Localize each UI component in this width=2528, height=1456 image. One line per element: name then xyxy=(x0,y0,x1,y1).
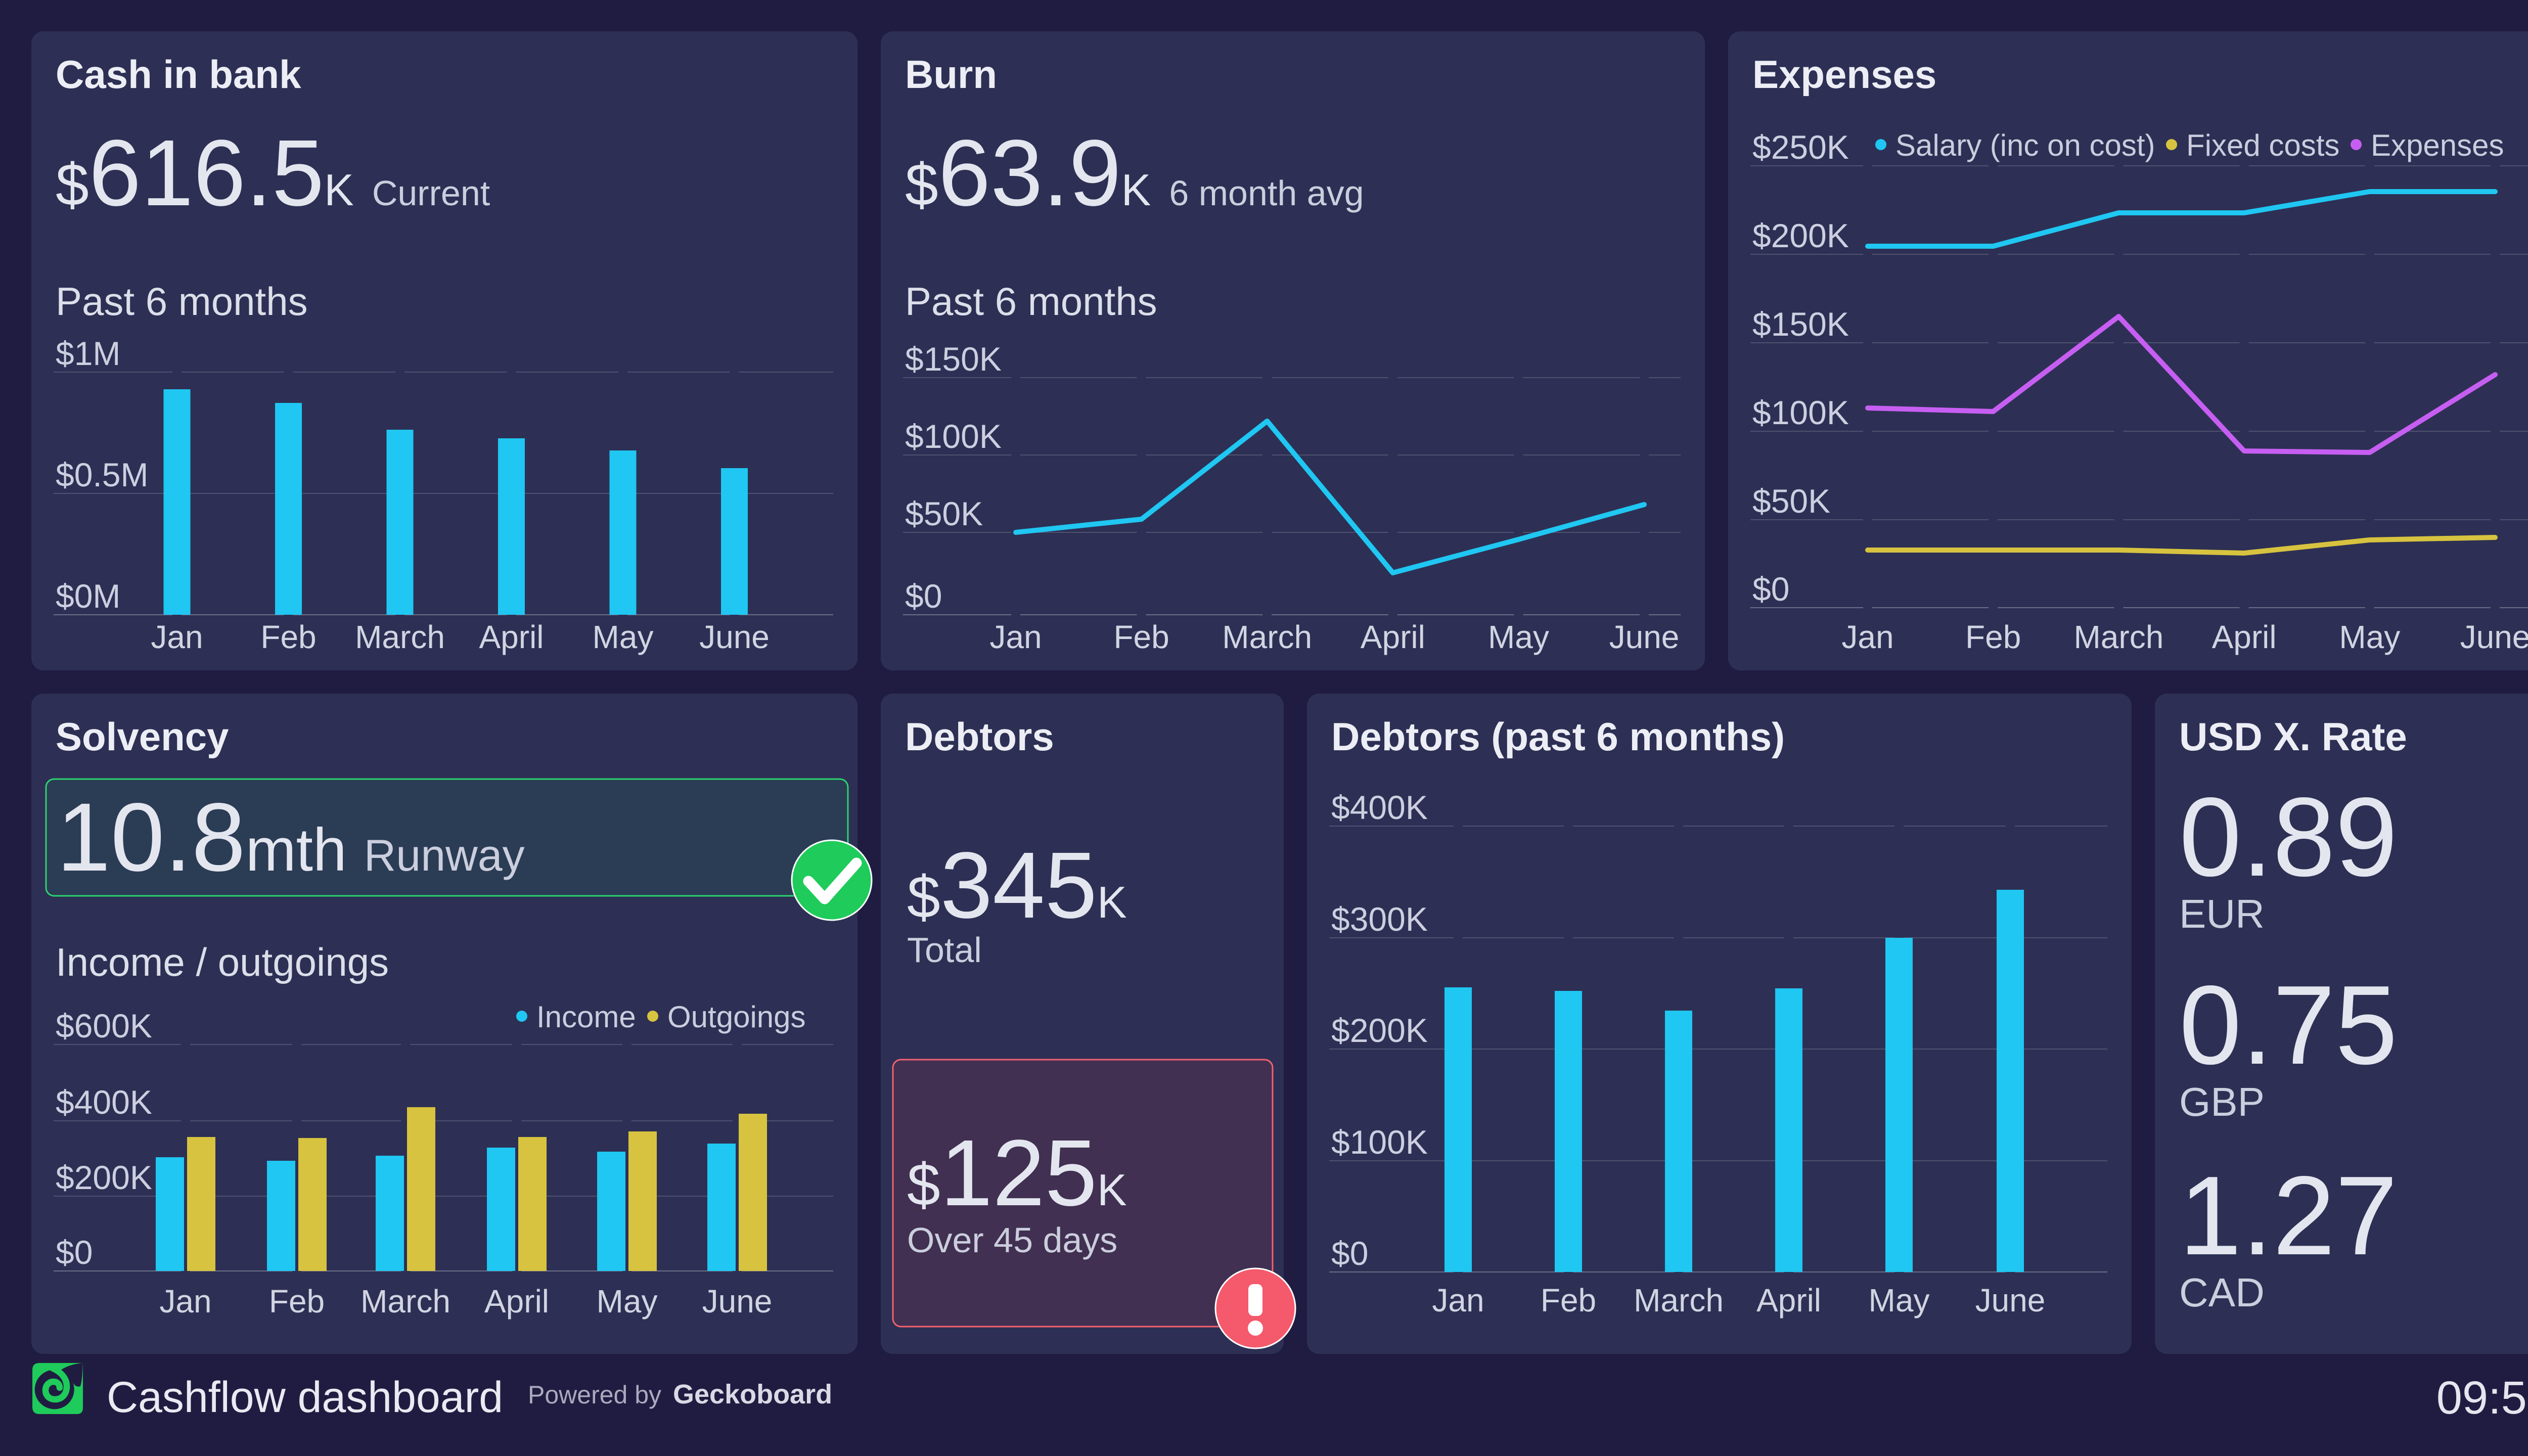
svg-text:$300K: $300K xyxy=(1331,900,1428,938)
svg-text:$200K: $200K xyxy=(56,1159,152,1196)
svg-text:EUR: EUR xyxy=(2179,891,2265,936)
svg-text:Expenses: Expenses xyxy=(2371,128,2504,162)
svg-text:March: March xyxy=(360,1283,450,1320)
svg-text:$0: $0 xyxy=(1752,570,1789,608)
svg-text:Outgoings: Outgoings xyxy=(667,1000,806,1034)
svg-text:April: April xyxy=(484,1283,549,1320)
svg-text:June: June xyxy=(699,619,770,655)
svg-text:Cash in bank: Cash in bank xyxy=(56,52,301,97)
svg-text:1.27: 1.27 xyxy=(2179,1153,2398,1279)
svg-text:Jan: Jan xyxy=(989,619,1042,655)
svg-text:March: March xyxy=(1222,619,1312,655)
svg-text:0.89: 0.89 xyxy=(2179,775,2398,900)
svg-text:April: April xyxy=(1361,619,1425,655)
svg-text:May: May xyxy=(597,1283,658,1320)
svg-text:May: May xyxy=(1869,1282,1930,1318)
svg-text:Cashflow dashboard: Cashflow dashboard xyxy=(107,1373,503,1422)
svg-text:June: June xyxy=(2460,619,2528,655)
svg-text:March: March xyxy=(355,619,445,655)
svg-text:Jan: Jan xyxy=(151,619,203,655)
svg-text:$600K: $600K xyxy=(56,1007,152,1044)
svg-text:May: May xyxy=(1488,619,1549,655)
svg-text:09:52: 09:52 xyxy=(2436,1372,2528,1424)
svg-text:May: May xyxy=(593,619,654,655)
svg-text:Income / outgoings: Income / outgoings xyxy=(56,940,389,984)
svg-text:Past 6 months: Past 6 months xyxy=(905,279,1157,324)
svg-text:Feb: Feb xyxy=(1113,619,1169,655)
svg-text:Feb: Feb xyxy=(269,1283,325,1320)
svg-text:Jan: Jan xyxy=(1432,1282,1484,1318)
svg-text:Expenses: Expenses xyxy=(1752,52,1936,97)
svg-text:Solvency: Solvency xyxy=(56,714,229,759)
svg-text:$400K: $400K xyxy=(1331,789,1428,826)
svg-text:$0: $0 xyxy=(56,1234,93,1271)
svg-text:GBP: GBP xyxy=(2179,1079,2265,1124)
svg-text:Salary (inc on cost): Salary (inc on cost) xyxy=(1895,128,2155,162)
svg-text:Fixed costs: Fixed costs xyxy=(2186,128,2339,162)
svg-text:June: June xyxy=(702,1283,773,1320)
svg-text:Debtors (past 6 months): Debtors (past 6 months) xyxy=(1331,714,1785,759)
svg-text:$150K: $150K xyxy=(1752,305,1849,343)
svg-text:April: April xyxy=(479,619,544,655)
svg-text:$250K: $250K xyxy=(1752,128,1849,166)
svg-text:$200K: $200K xyxy=(1331,1012,1428,1049)
svg-text:Jan: Jan xyxy=(1841,619,1893,655)
svg-text:March: March xyxy=(2073,619,2163,655)
svg-text:$50K: $50K xyxy=(905,495,983,532)
svg-text:Jan: Jan xyxy=(159,1283,211,1320)
svg-text:$100K: $100K xyxy=(905,418,1002,455)
svg-text:$63.9K6 month avg: $63.9K 6 month avg xyxy=(905,121,1364,225)
svg-text:June: June xyxy=(1975,1282,2046,1318)
svg-text:Feb: Feb xyxy=(1541,1282,1596,1318)
svg-text:$50K: $50K xyxy=(1752,482,1830,520)
svg-text:Debtors: Debtors xyxy=(905,714,1054,759)
svg-text:June: June xyxy=(1609,619,1680,655)
svg-text:$125K: $125K xyxy=(907,1121,1127,1225)
svg-text:$0M: $0M xyxy=(56,577,120,615)
svg-text:CAD: CAD xyxy=(2179,1270,2265,1315)
svg-text:Income: Income xyxy=(536,1000,636,1034)
svg-text:May: May xyxy=(2339,619,2400,655)
svg-text:0.75: 0.75 xyxy=(2179,963,2398,1088)
svg-text:Past 6 months: Past 6 months xyxy=(56,279,308,324)
svg-text:Burn: Burn xyxy=(905,52,997,97)
svg-text:$200K: $200K xyxy=(1752,217,1849,254)
svg-text:$0.5M: $0.5M xyxy=(56,456,148,493)
svg-text:$150K: $150K xyxy=(905,340,1002,378)
svg-text:USD X. Rate: USD X. Rate xyxy=(2179,714,2407,759)
svg-text:Feb: Feb xyxy=(1965,619,2021,655)
svg-text:$100K: $100K xyxy=(1752,394,1849,431)
svg-text:$1M: $1M xyxy=(56,335,120,372)
svg-text:$345K: $345K xyxy=(907,833,1127,938)
svg-text:$0: $0 xyxy=(1331,1235,1368,1272)
svg-text:Powered by: Powered by xyxy=(528,1381,661,1409)
svg-text:$400K: $400K xyxy=(56,1083,152,1121)
svg-text:April: April xyxy=(2212,619,2277,655)
svg-text:March: March xyxy=(1634,1282,1724,1318)
svg-text:April: April xyxy=(1756,1282,1821,1318)
svg-text:Feb: Feb xyxy=(260,619,316,655)
svg-text:Over 45 days: Over 45 days xyxy=(907,1220,1117,1260)
svg-text:$100K: $100K xyxy=(1331,1123,1428,1161)
svg-text:Total: Total xyxy=(907,930,982,970)
svg-text:$0: $0 xyxy=(905,577,942,615)
svg-text:Geckoboard: Geckoboard xyxy=(673,1379,832,1409)
